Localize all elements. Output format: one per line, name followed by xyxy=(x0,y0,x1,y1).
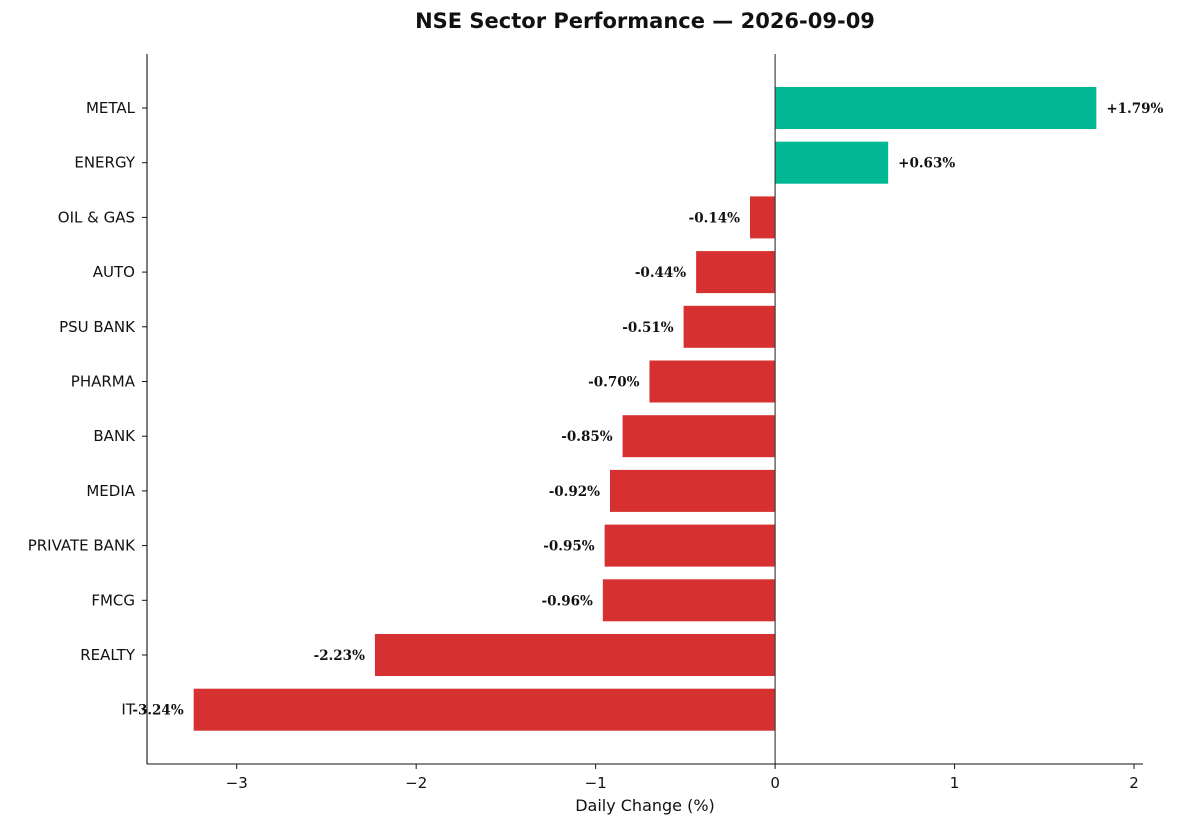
category-label: BANK xyxy=(93,427,136,445)
category-label: METAL xyxy=(86,99,136,117)
bar xyxy=(622,415,776,458)
data-label: -0.95% xyxy=(543,539,594,555)
data-label: -0.96% xyxy=(542,593,593,609)
category-label: MEDIA xyxy=(86,482,135,500)
category-label: REALTY xyxy=(80,646,136,664)
category-label: FMCG xyxy=(91,591,135,609)
x-tick-label: −2 xyxy=(405,774,427,792)
data-label: -0.70% xyxy=(588,375,639,391)
category-label: AUTO xyxy=(93,263,135,281)
x-tick-label: 0 xyxy=(770,774,780,792)
data-label: -0.92% xyxy=(549,484,600,500)
x-tick-label: −3 xyxy=(226,774,248,792)
plot-area: METAL ENERGY OIL & GAS AUTO PSU BANK PHARMA BA… xyxy=(28,54,1164,792)
x-tick-label: 2 xyxy=(1129,774,1139,792)
category-label: PHARMA xyxy=(71,373,136,391)
data-label: -3.24% xyxy=(132,703,183,719)
bar xyxy=(696,251,776,294)
chart-title: NSE Sector Performance — 2026-09-09 xyxy=(415,9,875,33)
category-label: OIL & GAS xyxy=(58,208,135,226)
data-label: -0.44% xyxy=(635,265,686,281)
data-label: -0.51% xyxy=(622,320,673,336)
data-label: -0.85% xyxy=(561,429,612,445)
category-label: ENERGY xyxy=(74,154,135,172)
bar xyxy=(610,469,776,512)
data-label: +1.79% xyxy=(1106,101,1163,117)
category-label: IT xyxy=(121,701,135,719)
x-axis-label: Daily Change (%) xyxy=(575,796,715,815)
data-label: -2.23% xyxy=(314,648,365,664)
data-label: +0.63% xyxy=(898,156,955,172)
bar xyxy=(604,524,776,567)
x-tick-label: 1 xyxy=(950,774,960,792)
x-tick-label: −1 xyxy=(585,774,607,792)
bar xyxy=(683,305,776,348)
bar xyxy=(775,87,1097,129)
bar xyxy=(193,688,776,731)
bar xyxy=(775,141,889,184)
category-label: PRIVATE BANK xyxy=(28,537,136,555)
data-label: -0.14% xyxy=(689,210,740,226)
bar xyxy=(374,634,776,676)
bar xyxy=(749,196,776,239)
bar xyxy=(602,579,776,622)
category-label: PSU BANK xyxy=(59,318,136,336)
bar xyxy=(649,360,776,403)
